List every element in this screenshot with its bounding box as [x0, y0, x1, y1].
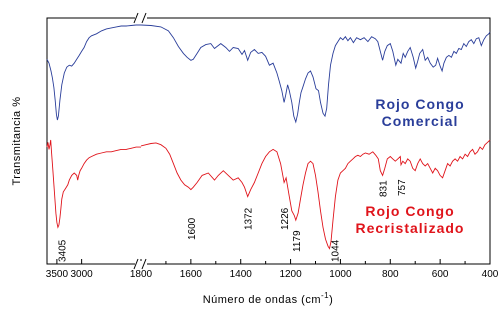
series-line-2-high-range [46, 139, 141, 229]
series-line-2-fingerprint [140, 139, 491, 250]
peak-label-3405: 3405 [58, 239, 69, 262]
x-tick-600-label: 600 [432, 269, 449, 280]
series-line-1-fingerprint [140, 24, 491, 124]
x-tick-800-label: 800 [382, 269, 399, 280]
x-tick-1200-label: 1200 [279, 269, 302, 280]
x-tick-1600-label: 1600 [180, 269, 203, 280]
series-line-1-high-range [46, 24, 141, 121]
x-axis-title-exponent: -1 [321, 291, 329, 300]
series-label-1-line2: Comercial [382, 113, 459, 129]
series-label-2-line1: Rojo Congo [365, 203, 454, 219]
axis-break-slash-top [141, 12, 147, 24]
axis-break-slash-bottom [141, 258, 147, 270]
plot-frame [46, 17, 491, 265]
peak-label-1179: 1179 [292, 230, 303, 252]
y-axis-title: Transmitancia % [11, 96, 23, 185]
peak-label-831: 831 [379, 180, 390, 197]
peak-label-757: 757 [397, 179, 408, 196]
x-tick-1400-label: 1400 [230, 269, 253, 280]
x-axis-title-close: ) [329, 294, 333, 306]
peak-label-1600: 1600 [187, 217, 198, 240]
series-layer [46, 24, 491, 250]
x-tick-1000-label: 1000 [329, 269, 352, 280]
x-tick-3500-label: 3500 [46, 269, 69, 280]
axis-break-gap-bottom [135, 261, 147, 267]
series-label-1-line1: Rojo Congo [375, 96, 464, 112]
x-tick-1800-label: 1800 [130, 269, 153, 280]
axis-break-gap-top [135, 15, 147, 21]
axis-break-slash-top [133, 12, 139, 24]
peak-label-1372: 1372 [244, 207, 255, 230]
peak-label-1044: 1044 [331, 239, 342, 262]
axis-break [133, 12, 147, 270]
x-tick-400-label: 400 [482, 269, 499, 280]
ticks-layer: 3500 3000 1800 1600 1400 1200 1000 800 600 400 [46, 259, 499, 280]
x-tick-3000-label: 3000 [71, 269, 94, 280]
x-axis-title-main: Número de ondas (cm [203, 294, 321, 306]
x-axis-title: Número de ondas (cm-1) [203, 291, 334, 306]
series-label-2-line2: Recristalizado [356, 220, 465, 236]
peak-label-1226: 1226 [280, 207, 291, 230]
axis-break-slash-bottom [133, 258, 139, 270]
